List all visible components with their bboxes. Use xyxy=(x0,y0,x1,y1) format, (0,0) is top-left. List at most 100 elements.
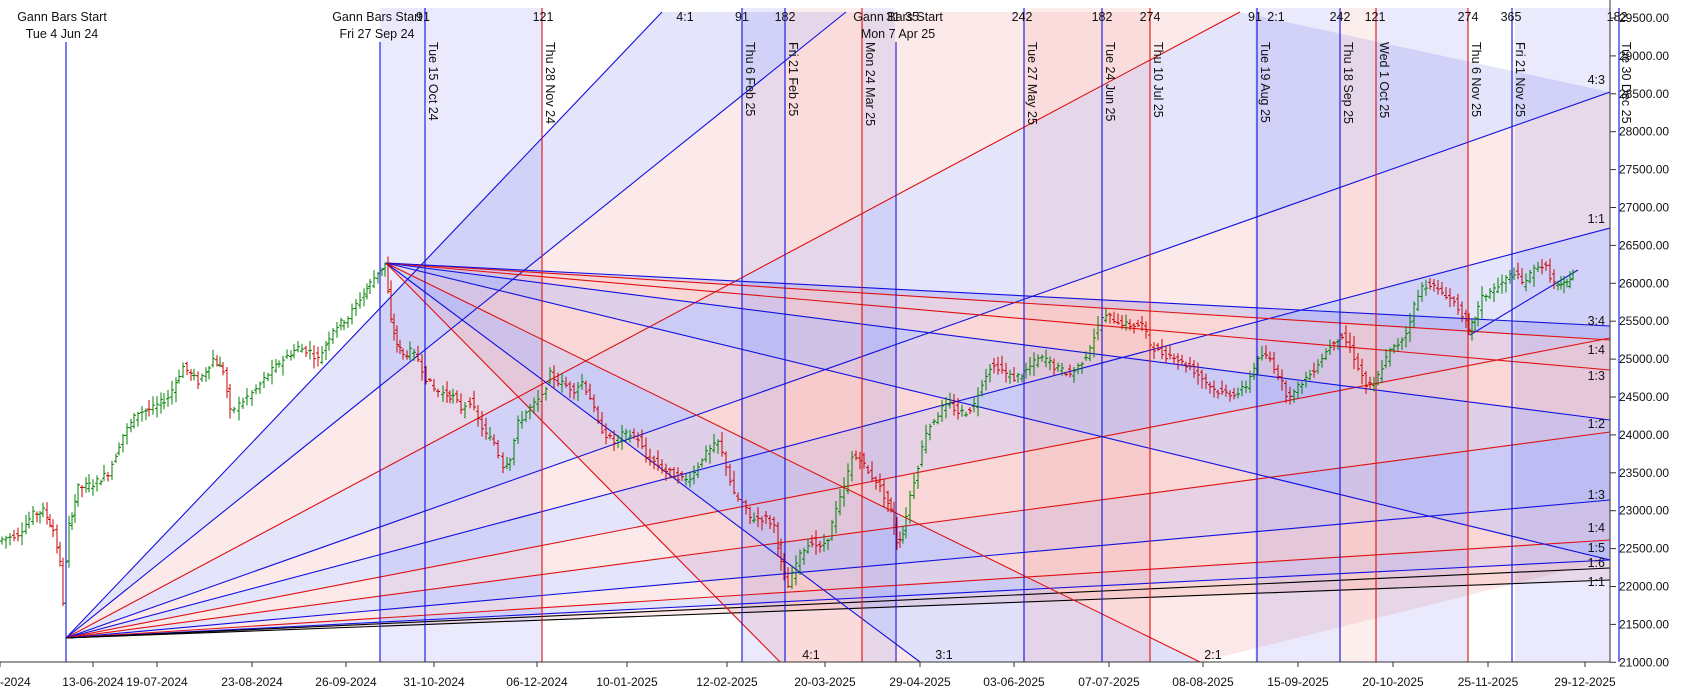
ohlc-bar xyxy=(576,381,580,402)
ohlc-bar xyxy=(1312,362,1316,378)
ohlc-bar xyxy=(31,505,35,525)
ohlc-bar xyxy=(372,270,376,289)
ohlc-bar xyxy=(80,485,84,498)
ohlc-bar xyxy=(398,339,402,355)
ohlc-bar xyxy=(1088,345,1092,362)
ohlc-bar xyxy=(580,373,584,390)
fan-line xyxy=(385,262,781,662)
ohlc-bar xyxy=(1152,342,1156,360)
ohlc-bar xyxy=(1004,362,1008,383)
ohlc-bar xyxy=(1473,316,1477,332)
ohlc-bar xyxy=(1496,277,1500,294)
ohlc-bar xyxy=(1544,261,1548,271)
ohlc-bar xyxy=(584,380,588,395)
x-tick-label: 25-11-2025 xyxy=(1458,675,1519,689)
top-count-label: 91 xyxy=(416,10,430,24)
ohlc-bar xyxy=(1536,261,1540,273)
ohlc-bar xyxy=(854,450,858,461)
ohlc-bar xyxy=(221,362,225,376)
ohlc-bar xyxy=(1124,314,1128,331)
fan-line xyxy=(65,431,1610,639)
right-ratio-label: 1:4 xyxy=(1588,343,1605,357)
ohlc-bar xyxy=(548,367,552,385)
ohlc-bar xyxy=(416,345,420,363)
gann-start-title: Gann Bars Start xyxy=(332,10,422,24)
top-count-label: 274 xyxy=(1458,10,1479,24)
right-ratio-label: 1:4 xyxy=(1588,521,1605,535)
ohlc-bar xyxy=(1176,353,1180,370)
ohlc-bar xyxy=(1000,355,1004,374)
ohlc-bar xyxy=(1428,277,1432,290)
ohlc-bar xyxy=(652,455,656,470)
ohlc-bar xyxy=(968,407,972,415)
ohlc-bar xyxy=(58,541,62,567)
ohlc-bar xyxy=(155,396,159,418)
time-band xyxy=(785,8,862,662)
ohlc-bar xyxy=(640,429,644,450)
ohlc-bar xyxy=(192,368,196,381)
ohlc-bar xyxy=(84,477,88,493)
y-tick-label: 26000.00 xyxy=(1619,276,1669,290)
plot-background xyxy=(0,0,1610,662)
ohlc-bar xyxy=(976,387,980,417)
ohlc-bar xyxy=(798,549,802,575)
ohlc-bar xyxy=(162,393,166,410)
ohlc-bar xyxy=(1324,348,1328,361)
ohlc-bar xyxy=(241,397,245,409)
ohlc-bar xyxy=(1232,388,1236,400)
time-band xyxy=(862,8,895,662)
ohlc-bar xyxy=(992,357,996,374)
ohlc-bar xyxy=(1436,279,1440,295)
ohlc-bar xyxy=(1284,380,1288,404)
y-tick-label: 28500.00 xyxy=(1619,87,1669,101)
ohlc-bar xyxy=(1264,345,1268,360)
time-line-label: Tue 30 Dec 25 xyxy=(1619,42,1633,124)
ohlc-bar xyxy=(708,444,712,464)
time-line-label: Fri 21 Feb 25 xyxy=(786,42,800,116)
ohlc-bar xyxy=(327,331,331,351)
y-tick-label: 27000.00 xyxy=(1619,201,1669,215)
ohlc-bar xyxy=(544,386,548,401)
ohlc-bar xyxy=(496,439,500,459)
ohlc-bar xyxy=(308,340,312,360)
top-count-label: 121 xyxy=(533,10,554,24)
ohlc-bar xyxy=(1320,353,1324,368)
ohlc-bar xyxy=(38,510,42,524)
ohlc-bar xyxy=(524,410,528,423)
ohlc-bar xyxy=(1144,321,1148,339)
y-tick-label: 29000.00 xyxy=(1619,49,1669,63)
ohlc-bar xyxy=(1408,313,1412,343)
fan-line xyxy=(385,262,1610,371)
x-tick-label: 13-06-2024 xyxy=(62,675,124,689)
ohlc-bar xyxy=(215,354,219,367)
ohlc-bar xyxy=(132,413,136,429)
ohlc-bar xyxy=(912,473,916,500)
ohlc-bar xyxy=(237,396,241,421)
ohlc-bar xyxy=(166,389,170,407)
ohlc-bar xyxy=(55,524,59,554)
ohlc-bar xyxy=(732,470,736,495)
y-tick-label: 23500.00 xyxy=(1619,466,1669,480)
right-ratio-label: 4:3 xyxy=(1588,73,1605,87)
fan-line xyxy=(65,567,1610,639)
ohlc-bar xyxy=(1224,384,1228,397)
ohlc-bar xyxy=(901,526,905,544)
ohlc-bar xyxy=(964,411,968,418)
ohlc-bar xyxy=(512,438,516,466)
bottom-ratio-label: 2:1 xyxy=(1204,648,1221,662)
ohlc-bar xyxy=(41,502,45,518)
ohlc-bar xyxy=(395,325,399,353)
ohlc-bar xyxy=(1252,362,1256,380)
ohlc-bar xyxy=(760,516,764,531)
ohlc-bar xyxy=(245,388,249,406)
ohlc-bar xyxy=(1092,328,1096,358)
ohlc-bar xyxy=(480,411,484,437)
ohlc-bar xyxy=(91,479,95,496)
ohlc-bar xyxy=(850,451,854,482)
ohlc-bar xyxy=(392,313,396,341)
ohlc-bar xyxy=(1160,338,1164,360)
x-tick-label: 31-10-2024 xyxy=(403,675,465,689)
time-line-label: Wed 1 Oct 25 xyxy=(1377,42,1391,118)
ohlc-bar xyxy=(1300,381,1304,394)
x-tick-label: 26-09-2024 xyxy=(315,675,377,689)
